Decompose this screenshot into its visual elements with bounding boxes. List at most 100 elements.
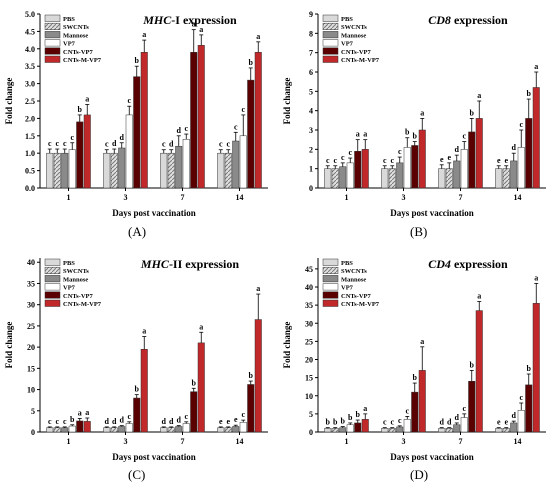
y-tick-label: 10 <box>27 386 35 395</box>
significance-letter: a <box>363 404 367 413</box>
significance-letter: c <box>383 156 387 165</box>
significance-letter: c <box>55 417 59 426</box>
bar <box>232 140 240 189</box>
bar <box>76 121 84 189</box>
bar <box>411 391 419 433</box>
y-tick-label: 30 <box>27 301 35 310</box>
legend-swatch <box>322 55 339 63</box>
legend-swatch <box>44 47 61 55</box>
bar <box>140 348 148 433</box>
bar <box>354 422 362 433</box>
significance-letter: a <box>534 62 538 71</box>
bar <box>475 310 483 433</box>
significance-letter: d <box>112 417 117 426</box>
bar <box>118 147 126 189</box>
significance-letter: a <box>477 292 481 301</box>
bar <box>133 397 141 433</box>
y-tick-label: 45 <box>305 265 313 274</box>
bar <box>381 428 389 433</box>
significance-letter: c <box>383 418 387 427</box>
significance-letter: c <box>462 404 466 413</box>
x-tick-label: 3 <box>124 437 128 446</box>
y-tick-label: 0 <box>31 428 35 437</box>
significance-letter: a <box>142 327 146 336</box>
y-axis-label: Fold change <box>4 322 14 369</box>
y-tick-label: 20 <box>305 356 313 365</box>
bar <box>460 149 468 189</box>
significance-letter: b <box>135 56 140 65</box>
significance-letter: b <box>527 89 532 98</box>
chart-title-italic: MHC <box>140 257 170 271</box>
legend-label: SWCNTs <box>341 268 367 275</box>
bar <box>502 428 510 433</box>
y-tick-label: 5 <box>309 87 313 96</box>
bar <box>140 52 148 189</box>
bar <box>510 422 518 433</box>
x-tick-label: 7 <box>181 193 185 202</box>
bar <box>83 421 91 433</box>
bar <box>403 419 411 433</box>
bar <box>125 423 133 433</box>
significance-letter: a <box>420 337 424 346</box>
significance-letter: b <box>249 371 254 380</box>
significance-letter: d <box>112 139 117 148</box>
bar <box>247 384 255 433</box>
significance-letter: d <box>512 143 517 152</box>
chart-title-italic: MHC <box>142 13 172 27</box>
significance-letter: b <box>470 108 475 117</box>
significance-letter: b <box>413 373 418 382</box>
legend-swatch <box>322 47 339 55</box>
y-tick-label: 0 <box>309 428 313 437</box>
bar <box>175 145 183 189</box>
y-tick-label: 0.5 <box>25 167 35 176</box>
significance-letter: a <box>420 108 424 117</box>
legend-swatch <box>44 291 61 299</box>
significance-letter: c <box>398 147 402 156</box>
significance-letter: c <box>241 410 245 419</box>
y-tick-label: 40 <box>305 283 313 292</box>
significance-letter: a <box>199 25 203 34</box>
bar <box>532 303 540 433</box>
significance-letter: d <box>455 145 460 154</box>
bar <box>167 152 175 189</box>
significance-letter: a <box>256 32 260 41</box>
chart-panel-0: 0.0 0.5 1.0 1.5 2.0 2.5 3.0 3.5 4.0 4.5 5.0 Fold ch… <box>4 10 268 218</box>
x-axis-label: Days post vaccination <box>112 452 196 462</box>
significance-letter: e <box>226 417 230 426</box>
x-tick-label: 7 <box>459 437 463 446</box>
legend-label: PBS <box>341 260 353 267</box>
bar <box>254 319 262 433</box>
legend-label: Mannose <box>63 276 88 283</box>
x-tick-label: 1 <box>345 437 349 446</box>
legend-label: VP7 <box>341 41 354 48</box>
panel-label-a: (A) <box>128 224 147 239</box>
significance-letter: b <box>470 360 475 369</box>
bar <box>217 152 225 189</box>
bar <box>411 145 419 189</box>
significance-letter: a <box>256 284 260 293</box>
bar <box>388 168 396 189</box>
y-tick-label: 0 <box>309 184 313 193</box>
legend-swatch <box>44 258 61 266</box>
bar <box>254 52 262 189</box>
y-tick-label: 9 <box>309 10 313 19</box>
bar <box>517 147 525 189</box>
y-tick-label: 1.5 <box>25 132 35 141</box>
significance-letter: d <box>120 416 125 425</box>
bar <box>346 424 354 433</box>
significance-letter: c <box>390 418 394 427</box>
x-tick-label: 7 <box>181 437 185 446</box>
bar <box>403 147 411 189</box>
significance-letter: a <box>534 273 538 282</box>
bar <box>68 425 76 433</box>
y-tick-label: 3.0 <box>25 80 35 89</box>
y-tick-label: 35 <box>305 301 313 310</box>
bar <box>83 114 91 189</box>
legend-label: PBS <box>341 16 353 23</box>
legend-label: CNTs-M-VP7 <box>63 301 102 308</box>
bar <box>418 370 426 433</box>
significance-letter: c <box>184 124 188 133</box>
bar <box>324 168 332 189</box>
significance-letter: d <box>105 417 110 426</box>
